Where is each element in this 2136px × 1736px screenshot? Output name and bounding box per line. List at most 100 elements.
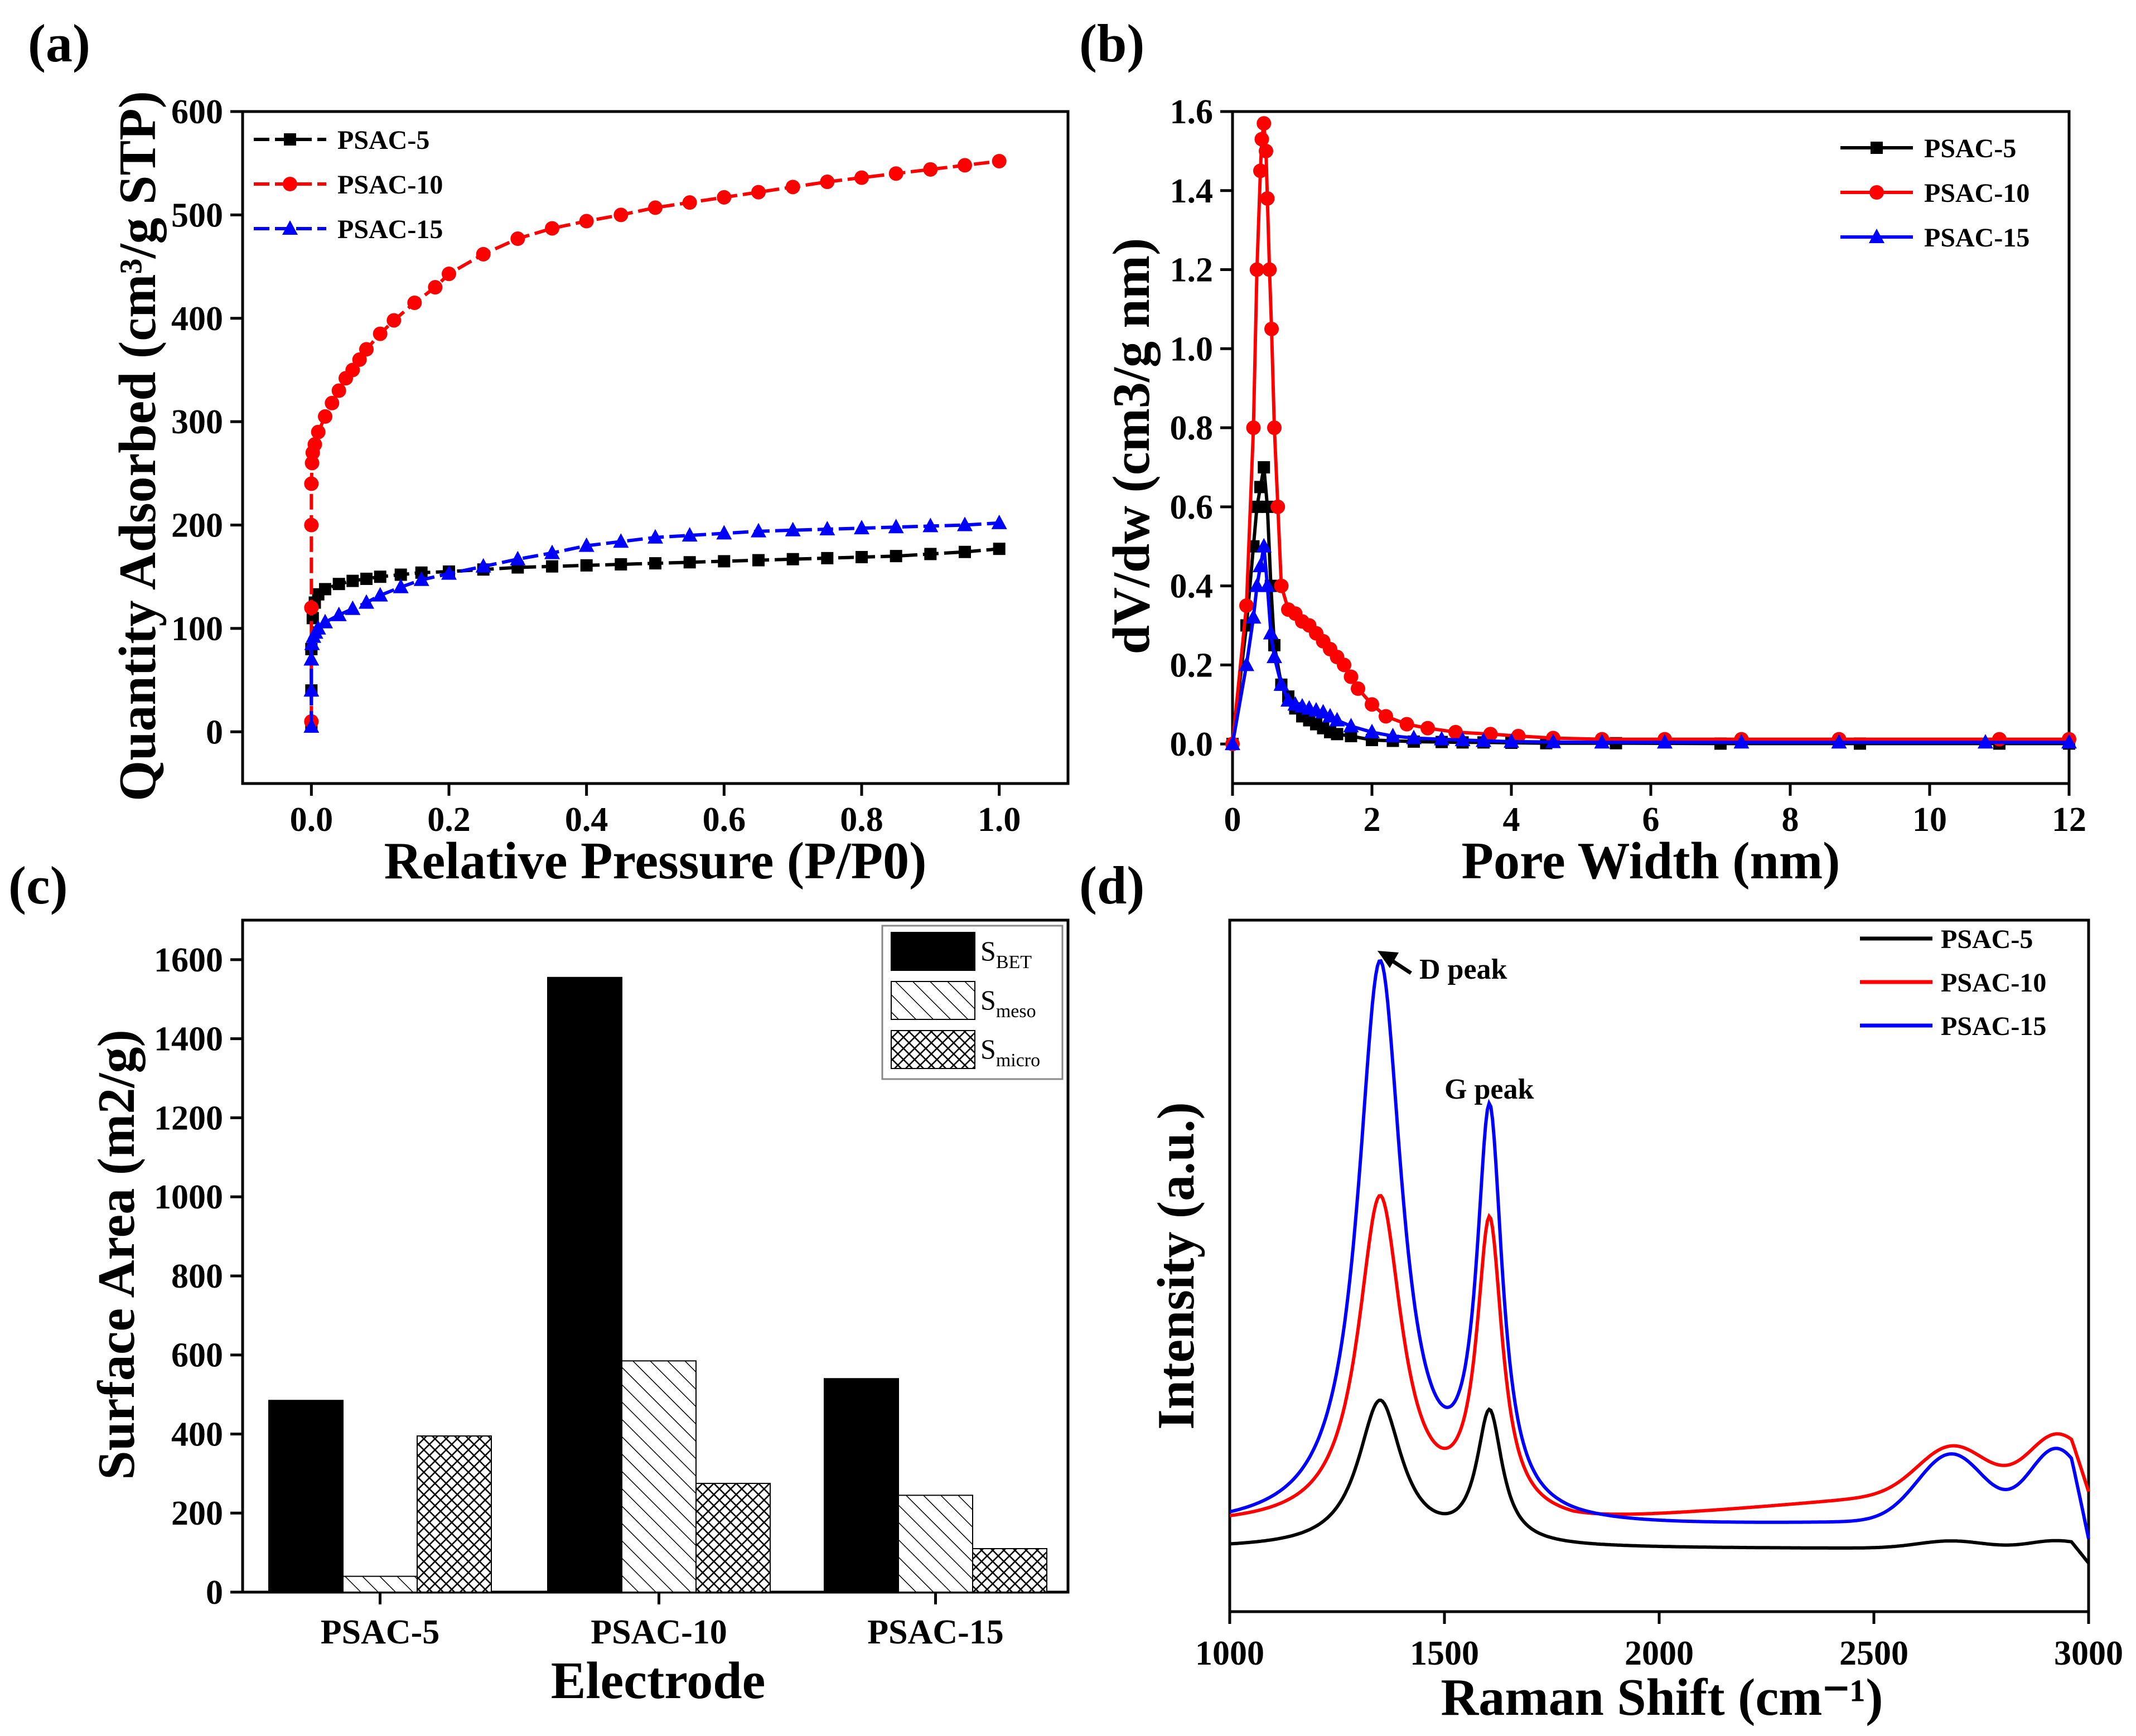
panel-a-point: [352, 352, 367, 367]
panel-a-point: [345, 362, 360, 378]
panel-a-point: [752, 554, 765, 567]
panel-d-series-line-0: [1229, 1398, 2090, 1564]
panel-c-ytick-label: 1600: [154, 941, 223, 979]
panel-a-point: [304, 476, 319, 491]
panel-d-series-line-2: [1229, 959, 2090, 1539]
panel-a-xtick-label: 0.2: [427, 801, 471, 839]
panel-d-legend: PSAC-5 PSAC-10 PSAC-15: [1860, 925, 2046, 1041]
panel-b-point: [1254, 481, 1267, 494]
panel-d-legend-label-2: PSAC-15: [1941, 1012, 2046, 1041]
panel-c-bar-PSAC-15-BET: [824, 1378, 899, 1593]
panel-b-point: [1351, 681, 1365, 696]
panel-a-ytick-label: 500: [171, 196, 223, 234]
panel-b-ytick-label: 0.2: [1170, 646, 1214, 684]
panel-b-point: [1337, 657, 1351, 673]
panel-b-point: [1329, 712, 1345, 727]
panel-a-legend-label-2: PSAC-15: [337, 215, 443, 244]
panel-a-legend-marker-1: [283, 177, 297, 191]
panel-b-xtick-label: 10: [1912, 801, 1947, 839]
panel-a-point: [888, 166, 903, 181]
panel-d-raman: (d) 1000 1500 2000 2500 3000 PSAC-5PSAC-10PS…: [1079, 855, 2123, 1727]
panel-c-legend: SBET Smeso Smicro: [881, 925, 1064, 1080]
panel-b-point: [1978, 734, 1993, 749]
panel-b-point: [1262, 262, 1277, 277]
panel-a-point: [346, 574, 359, 587]
panel-a-point: [819, 520, 835, 535]
panel-a-point: [957, 516, 973, 531]
panel-b-series-line-0: [1231, 467, 2069, 746]
panel-c-bar-PSAC-15-meso: [898, 1495, 973, 1593]
panel-a-ytick-label: 600: [171, 93, 223, 131]
panel-a-point: [647, 529, 663, 544]
panel-a-point: [682, 527, 698, 542]
panel-b-legend-label-1: PSAC-10: [1924, 178, 2029, 208]
panel-b-ytick-label: 0.0: [1170, 726, 1214, 763]
panel-a-point: [854, 520, 869, 535]
panel-b-point: [1253, 558, 1268, 573]
panel-a-point: [682, 195, 697, 210]
panel-a-point: [331, 606, 347, 621]
panel-b-point: [1264, 321, 1279, 336]
panel-a-point: [304, 518, 319, 533]
panel-b-point: [1343, 718, 1359, 733]
panel-d-xtick-label: 3000: [2054, 1635, 2123, 1672]
panel-a-point: [545, 221, 559, 236]
panel-d-series-line-1: [1229, 1194, 2090, 1517]
panel-b-legend-marker-0: [1871, 142, 1883, 154]
panel-a-point: [374, 570, 386, 583]
panel-a-point: [441, 565, 457, 580]
panel-c-ytick-label: 0: [206, 1574, 223, 1612]
panel-b-point: [1657, 734, 1673, 749]
panel-c-legend-label-0: SBET: [980, 935, 1032, 973]
panel-c-bar-PSAC-10-micro: [695, 1483, 771, 1593]
panel-a-point: [785, 180, 800, 195]
panel-c-legend-swatch-0: [891, 932, 975, 971]
panel-a-label: (a): [28, 13, 90, 73]
panel-a-point: [307, 437, 322, 452]
panel-c-ytick-label: 1200: [154, 1099, 223, 1137]
panel-b-point: [1260, 191, 1275, 206]
panel-c-xtick-label: PSAC-15: [867, 1613, 1004, 1651]
panel-b-ytick-label: 1.6: [1170, 93, 1214, 131]
panel-a-point: [510, 550, 526, 565]
panel-b-point: [1331, 728, 1344, 741]
panel-a-point: [331, 383, 346, 398]
panel-a-point: [991, 514, 1007, 529]
panel-a-point: [546, 560, 558, 573]
panel-b-series-line-1: [1231, 123, 2069, 744]
panel-c-ytick-label: 400: [171, 1415, 223, 1453]
panel-b-point: [1385, 727, 1401, 742]
panel-a-point: [580, 559, 593, 572]
panel-d-d-peak-arrowhead: [1378, 951, 1399, 968]
panel-b-point: [1344, 669, 1359, 684]
panel-a-point: [615, 558, 627, 570]
panel-a-xtick-label: 0.0: [290, 801, 334, 839]
panel-c-legend-label-2: Smicro: [980, 1033, 1040, 1071]
panel-b-ytick-label: 1.4: [1170, 172, 1214, 210]
panel-a-ylabel: Quantity Adsorbed (cm³/g STP): [109, 91, 167, 801]
panel-b-point: [1258, 461, 1270, 473]
panel-b-point: [1239, 656, 1254, 671]
panel-a-point: [359, 594, 374, 609]
panel-a-point: [613, 207, 629, 223]
panel-a-point: [649, 557, 661, 570]
panel-a-isotherm: (a) 0.0 0.2 0.4 0.6 0.8 1.0 0 100 200 300 400 500 60…: [28, 13, 1070, 890]
panel-b-point: [2061, 734, 2077, 749]
panel-b-xtick-label: 6: [1642, 801, 1660, 839]
panel-b-legend-label-2: PSAC-15: [1924, 223, 2029, 253]
panel-c-ytick-label: 200: [171, 1495, 223, 1532]
panel-c-ytick-label: 800: [171, 1258, 223, 1295]
panel-a-point: [319, 583, 331, 596]
panel-b-point: [1270, 499, 1286, 514]
panel-a-ytick-label: 0: [206, 713, 223, 751]
panel-a-legend-marker-2: [282, 220, 298, 235]
panel-c-legend-label-1: Smeso: [980, 984, 1036, 1022]
panel-b-point: [1257, 116, 1272, 131]
panel-a-xtick-label: 0.6: [703, 801, 746, 839]
panel-a-point: [959, 545, 971, 558]
panel-a-point: [786, 553, 799, 565]
panel-a-legend-marker-0: [284, 133, 296, 146]
panel-a-point: [394, 568, 407, 581]
panel-a-point: [360, 572, 373, 585]
panel-b-point: [1250, 500, 1263, 513]
